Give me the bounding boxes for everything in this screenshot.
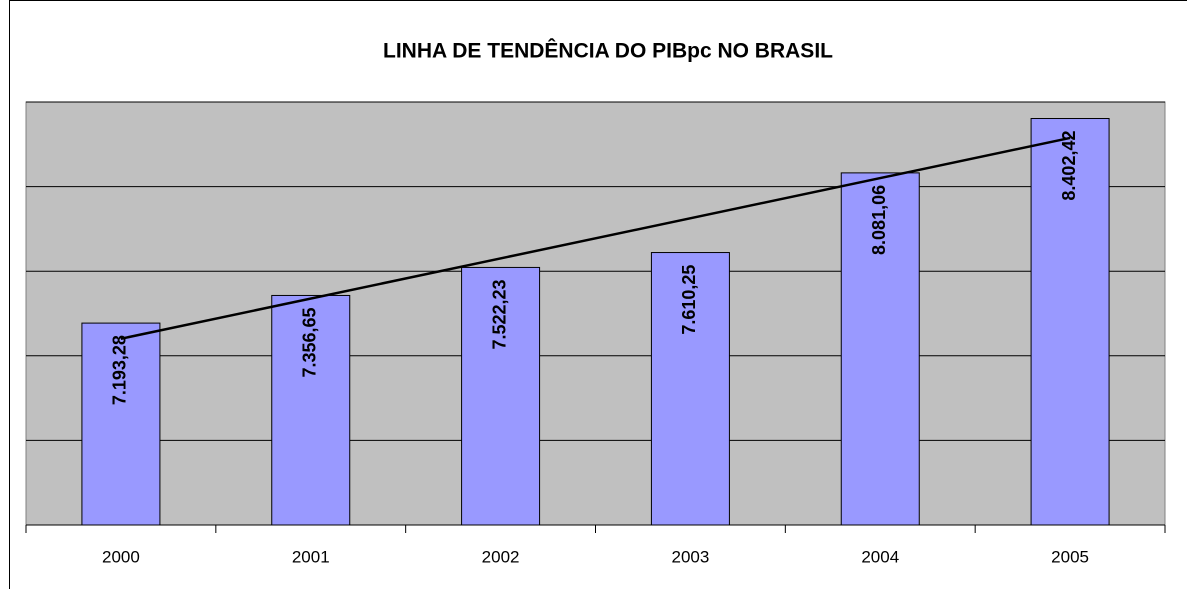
- plot-area: [25, 101, 1166, 526]
- bar: [271, 294, 351, 526]
- data-label: 7.610,25: [679, 265, 699, 335]
- data-label: 7.193,28: [110, 335, 130, 405]
- data-label: 8.402,42: [1059, 131, 1079, 201]
- x-tick-label: 2002: [482, 547, 520, 566]
- x-tick-label: 2001: [292, 547, 330, 566]
- bar: [1030, 118, 1110, 526]
- x-tick-label: 2003: [672, 547, 710, 566]
- bar: [650, 252, 730, 526]
- x-tick-label: 2005: [1051, 547, 1089, 566]
- x-tick-label: 2000: [102, 547, 140, 566]
- bar: [840, 172, 920, 526]
- chart-title: LINHA DE TENDÊNCIA DO PIBpc NO BRASIL: [383, 39, 833, 63]
- x-tick-label: 2004: [861, 547, 899, 566]
- trendline: [120, 136, 1071, 340]
- data-label: 7.522,23: [489, 279, 509, 349]
- bar: [81, 322, 161, 526]
- data-label: 7.356,65: [300, 307, 320, 377]
- bar: [461, 266, 541, 526]
- data-label: 8.081,06: [869, 185, 889, 255]
